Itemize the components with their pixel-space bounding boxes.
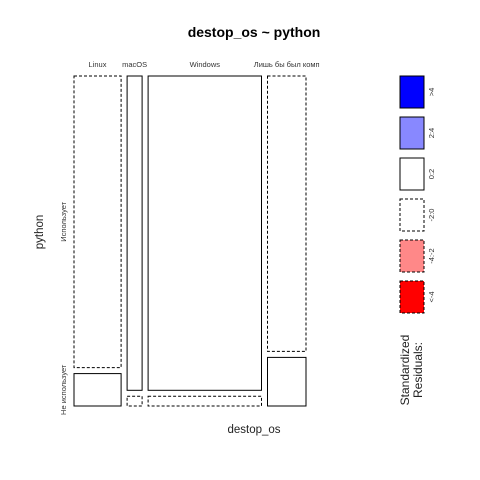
chart-title: destop_os ~ python bbox=[188, 24, 321, 40]
legend: >4 2:4 0:2 -2:0 -4:-2 <-4 Standardized Residual… bbox=[398, 75, 436, 406]
row-label-1: Использует bbox=[59, 201, 68, 241]
row-label-2: Не использует bbox=[59, 364, 68, 415]
tile-лишь-бы-был-комп-2 bbox=[267, 356, 307, 407]
legend-title-line1: Standardized bbox=[398, 335, 412, 406]
tile-linux-2 bbox=[73, 373, 122, 407]
legend-label-2: 2:4 bbox=[427, 128, 436, 138]
legend-label-3: 0:2 bbox=[427, 169, 436, 179]
legend-swatch-5 bbox=[399, 239, 425, 273]
tile-лишь-бы-был-комп-1 bbox=[267, 75, 307, 352]
y-axis-label: python bbox=[34, 215, 46, 250]
tile-macos-2 bbox=[126, 395, 143, 407]
column-label-linux: Linux bbox=[89, 60, 107, 69]
legend-label-6: <-4 bbox=[427, 291, 436, 302]
legend-swatch-1 bbox=[399, 75, 425, 109]
column-label-лишь-бы-был-комп: Лишь бы был комп bbox=[254, 60, 320, 69]
column-labels: Linux macOS Windows Лишь бы был комп bbox=[89, 60, 320, 69]
legend-swatch-2 bbox=[399, 116, 425, 150]
legend-swatch-6 bbox=[399, 280, 425, 314]
column-label-macos: macOS bbox=[122, 60, 147, 69]
legend-label-4: -2:0 bbox=[427, 209, 436, 222]
mosaic-tiles bbox=[73, 75, 307, 407]
legend-label-1: >4 bbox=[427, 88, 436, 97]
tile-windows-1 bbox=[147, 75, 263, 391]
x-axis-label: destop_os bbox=[227, 424, 280, 436]
tile-linux-1 bbox=[73, 75, 122, 369]
legend-label-5: -4:-2 bbox=[427, 248, 436, 263]
legend-title-line2: Residuals: bbox=[411, 342, 425, 398]
tile-windows-2 bbox=[147, 395, 263, 407]
row-labels: Использует Не использует bbox=[59, 201, 68, 415]
legend-swatch-4 bbox=[399, 198, 425, 232]
legend-swatch-3 bbox=[399, 157, 425, 191]
tile-macos-1 bbox=[126, 75, 143, 391]
column-label-windows: Windows bbox=[190, 60, 221, 69]
